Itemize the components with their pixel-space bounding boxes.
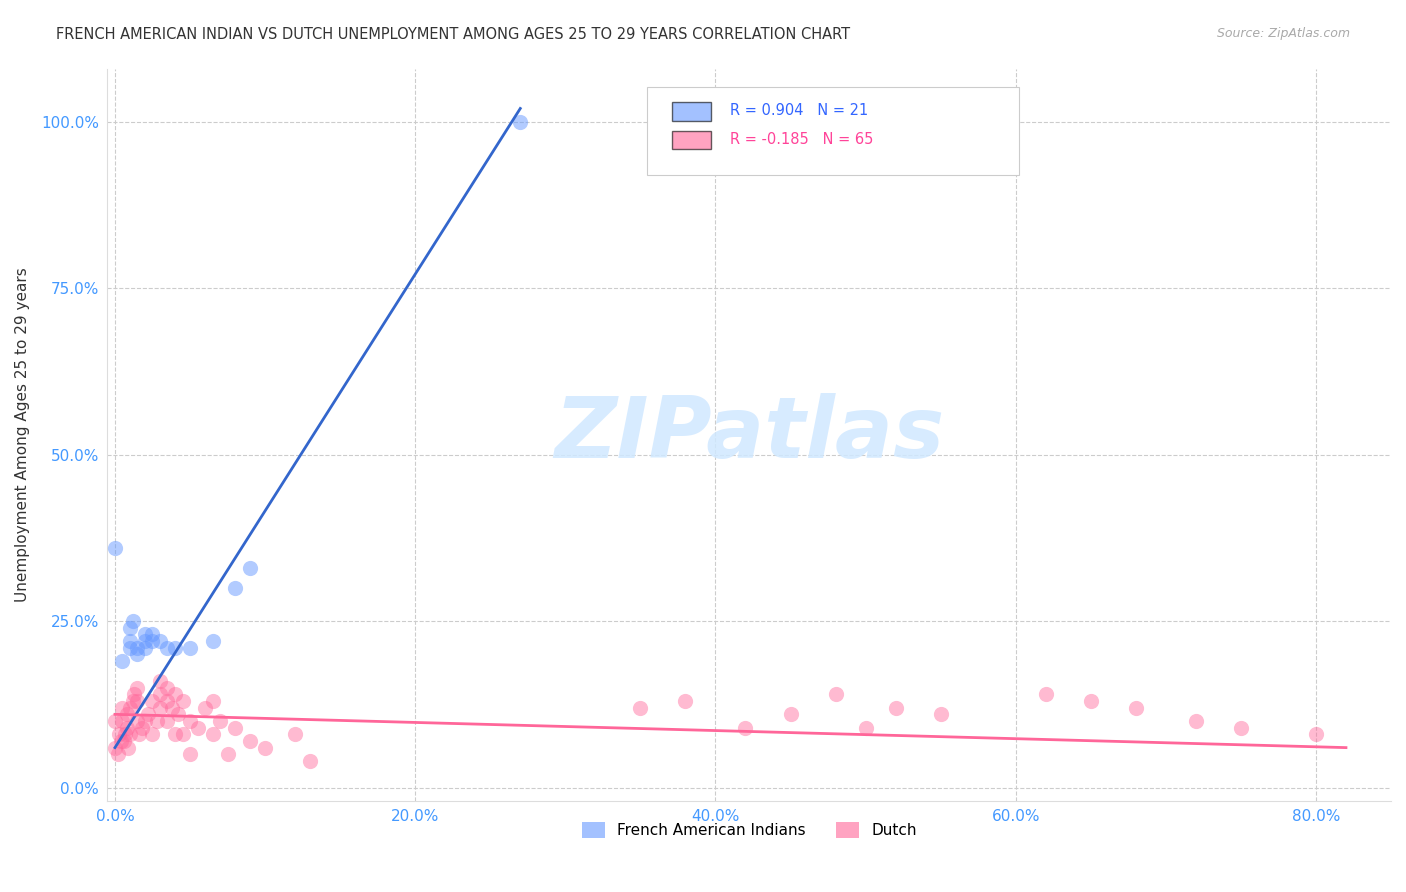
Point <box>127 648 149 662</box>
Point <box>146 714 169 728</box>
Point <box>179 714 201 728</box>
Point <box>299 754 322 768</box>
Point <box>115 707 138 722</box>
Point <box>118 640 141 655</box>
Point <box>194 700 217 714</box>
Point <box>628 700 651 714</box>
Point <box>134 640 156 655</box>
Point <box>149 634 172 648</box>
Point <box>186 721 208 735</box>
Point <box>118 621 141 635</box>
Point <box>111 654 134 668</box>
Point <box>149 687 172 701</box>
Point <box>134 634 156 648</box>
Y-axis label: Unemployment Among Ages 25 to 29 years: Unemployment Among Ages 25 to 29 years <box>15 268 30 602</box>
Point <box>156 640 179 655</box>
Legend: French American Indians, Dutch: French American Indians, Dutch <box>575 816 922 845</box>
Point <box>1035 687 1057 701</box>
Point <box>224 721 246 735</box>
Point <box>141 727 163 741</box>
Point <box>110 734 132 748</box>
Point <box>122 694 145 708</box>
Point <box>115 721 138 735</box>
Point <box>224 581 246 595</box>
Point <box>156 694 179 708</box>
Point <box>141 627 163 641</box>
Point <box>149 673 172 688</box>
Point <box>1185 714 1208 728</box>
Point <box>734 721 756 735</box>
Point <box>284 727 307 741</box>
Point <box>111 714 134 728</box>
Point <box>884 700 907 714</box>
Point <box>122 614 145 628</box>
Point <box>104 714 127 728</box>
Point <box>118 700 141 714</box>
Point <box>141 694 163 708</box>
Point <box>127 714 149 728</box>
Point <box>127 681 149 695</box>
Point <box>112 734 135 748</box>
Point <box>128 727 150 741</box>
FancyBboxPatch shape <box>672 103 710 120</box>
Point <box>201 727 224 741</box>
Point <box>172 727 194 741</box>
Text: R = 0.904   N = 21: R = 0.904 N = 21 <box>730 103 869 118</box>
Point <box>134 627 156 641</box>
Point <box>201 694 224 708</box>
Point <box>217 747 239 762</box>
Point <box>855 721 877 735</box>
Point <box>131 721 153 735</box>
Point <box>673 694 696 708</box>
Point <box>127 640 149 655</box>
Point <box>108 727 131 741</box>
Point <box>156 681 179 695</box>
Point <box>163 687 186 701</box>
Point <box>1080 694 1102 708</box>
Point <box>104 541 127 555</box>
Point <box>167 707 190 722</box>
Point <box>208 714 231 728</box>
Text: R = -0.185   N = 65: R = -0.185 N = 65 <box>730 132 873 147</box>
Point <box>156 714 179 728</box>
Point <box>160 700 183 714</box>
Point <box>114 727 136 741</box>
Point <box>172 694 194 708</box>
Point <box>1305 727 1327 741</box>
Point <box>929 707 952 722</box>
Point <box>118 634 141 648</box>
Point <box>163 727 186 741</box>
Point <box>239 561 262 575</box>
Point <box>107 747 129 762</box>
Point <box>239 734 262 748</box>
Point <box>118 727 141 741</box>
FancyBboxPatch shape <box>672 131 710 149</box>
Point <box>254 740 277 755</box>
Point <box>141 634 163 648</box>
Point <box>179 640 201 655</box>
Point <box>779 707 801 722</box>
Point <box>163 640 186 655</box>
Text: Source: ZipAtlas.com: Source: ZipAtlas.com <box>1216 27 1350 40</box>
Point <box>179 747 201 762</box>
Point <box>509 115 531 129</box>
Text: FRENCH AMERICAN INDIAN VS DUTCH UNEMPLOYMENT AMONG AGES 25 TO 29 YEARS CORRELATI: FRENCH AMERICAN INDIAN VS DUTCH UNEMPLOY… <box>56 27 851 42</box>
Point <box>117 740 139 755</box>
Point <box>136 707 159 722</box>
Point <box>104 740 127 755</box>
Point <box>111 700 134 714</box>
Point <box>1125 700 1147 714</box>
Point <box>824 687 846 701</box>
Point <box>149 700 172 714</box>
Point <box>1230 721 1253 735</box>
FancyBboxPatch shape <box>647 87 1019 175</box>
Point <box>134 714 156 728</box>
Point <box>201 634 224 648</box>
Point <box>127 694 149 708</box>
Text: ZIPatlas: ZIPatlas <box>554 393 945 476</box>
Point <box>124 687 146 701</box>
